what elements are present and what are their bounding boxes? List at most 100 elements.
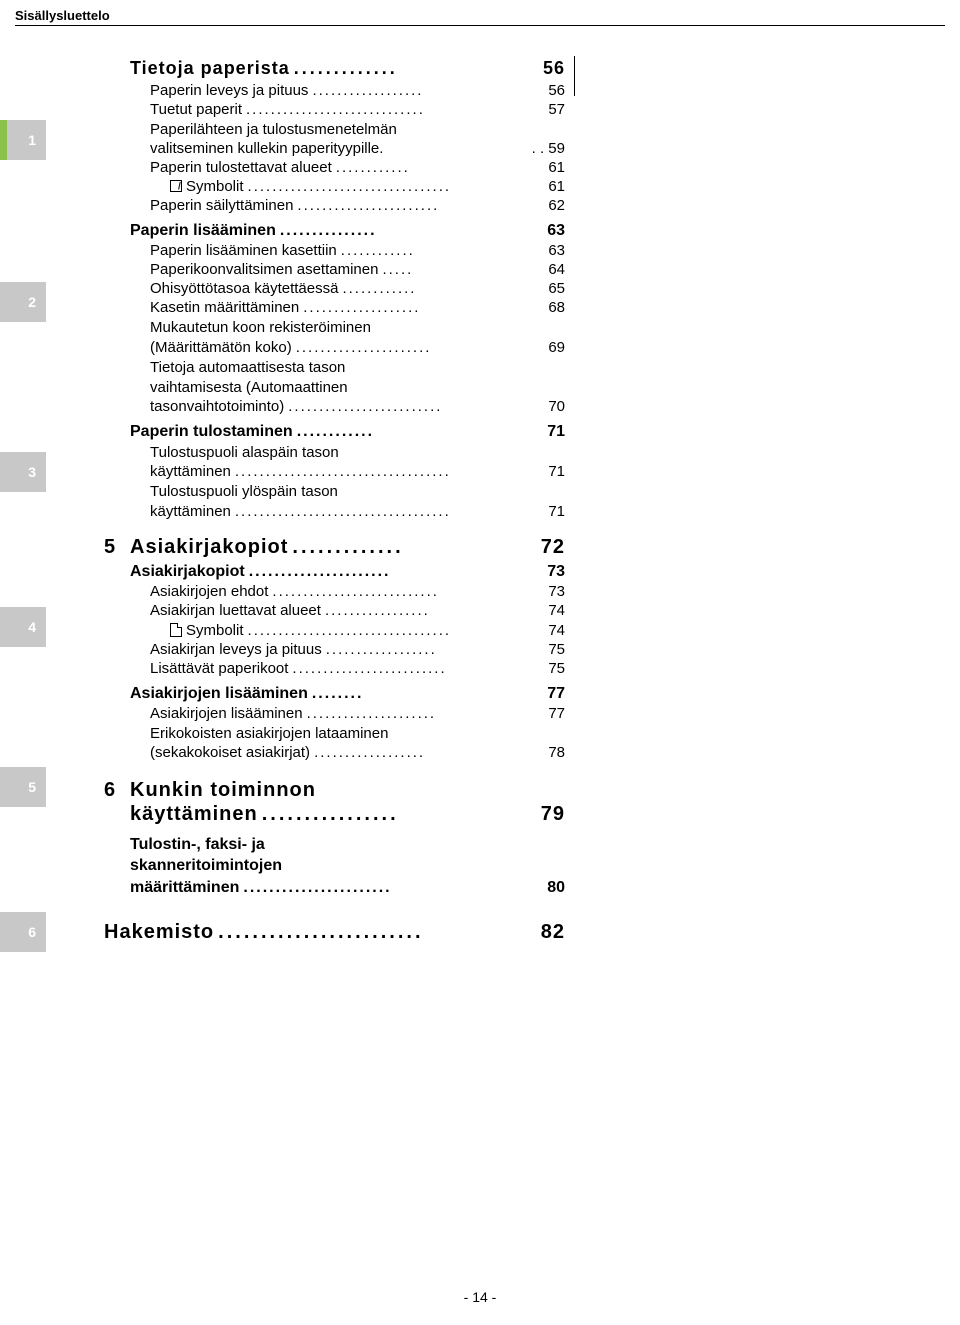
toc-item[interactable]: Paperin lisääminen kasettiin ...........… [130,242,565,259]
toc-label: Symbolit [170,621,244,639]
toc-item[interactable]: Tulostuspuoli ylöspäin tason käyttäminen… [130,482,565,519]
toc-page: 72 [541,536,565,559]
toc-item[interactable]: Ohisyöttötasoa käytettäessä ............… [130,280,565,297]
dots: ................................... [231,463,548,480]
toc-page: 75 [548,660,565,677]
toc-label: käyttäminen [130,803,258,826]
document-icon [170,623,182,637]
tab-2[interactable]: 2 [0,282,46,322]
toc-item[interactable]: Paperin säilyttäminen ..................… [130,197,565,214]
toc-item[interactable]: Kasetin määrittäminen ..................… [130,299,565,316]
toc-page: 65 [548,280,565,297]
dots: ................. [321,602,548,619]
dots: .................. [308,82,548,99]
toc-item[interactable]: Paperin tulostettavat alueet ...........… [130,159,565,176]
toc-label: Kasetin määrittäminen [150,299,299,316]
toc-label: Paperin säilyttäminen [150,197,293,214]
dots: ............................. [242,101,548,118]
toc-label: Paperin lisääminen [130,222,276,240]
toc-label: 5Asiakirjakopiot [130,536,288,559]
toc-label: Hakemisto [104,921,214,944]
toc-label: Paperin leveys ja pituus [150,82,308,99]
dots: ................ [258,803,541,826]
toc-page: 71 [548,503,565,520]
toc-label: Symbolit [170,178,244,195]
toc-page: 63 [548,242,565,259]
toc-label: 6Kunkin toiminnon [130,779,316,802]
tab-6[interactable]: 6 [0,912,46,952]
dots: ................................... [231,503,548,520]
tab-1[interactable]: 1 [0,120,46,160]
toc-section[interactable]: Asiakirjakopiot ...................... 7… [130,563,565,581]
toc-chapter[interactable]: käyttäminen ................ 79 [130,803,565,826]
toc-section[interactable]: Tietoja paperista ............. 56 [130,58,565,79]
toc-chapter[interactable]: 6Kunkin toiminnon [130,779,565,802]
toc-label: (sekakokoiset asiakirjat) [150,744,310,761]
dots: ............... [276,222,547,240]
page-header: Sisällysluettelo [15,8,945,26]
dots: ............ [337,242,549,259]
toc-page: 79 [541,803,565,826]
toc-page: 77 [548,705,565,722]
toc-label: Paperin tulostettavat alueet [150,159,332,176]
toc-item[interactable]: Paperilähteen ja tulostusmenetelmän vali… [130,120,565,157]
toc-item[interactable]: Mukautetun koon rekisteröiminen (Määritt… [130,318,565,355]
toc-page: 70 [548,398,565,415]
toc-section[interactable]: Paperin lisääminen ............... 63 [130,222,565,240]
dots: ..... [378,261,548,278]
toc-page: 71 [547,423,565,441]
toc-label: Ohisyöttötasoa käytettäessä [150,280,338,297]
toc-item[interactable]: Tuetut paperit .........................… [130,101,565,118]
toc-label: Tuetut paperit [150,101,242,118]
toc-label: Tulostuspuoli ylöspäin tason [150,482,565,502]
chapter-num: 6 [104,779,130,802]
toc-page: 63 [547,222,565,240]
tab-4[interactable]: 4 [0,607,46,647]
toc-page: 82 [541,921,565,944]
toc-label: Paperikoonvalitsimen asettaminen [150,261,378,278]
toc-section[interactable]: Asiakirjojen lisääminen ........ 77 [130,685,565,703]
toc-label: Paperin tulostaminen [130,423,293,441]
toc-item[interactable]: Tietoja automaattisesta tason vaihtamise… [130,358,565,416]
toc-item[interactable]: Asiakirjan luettavat alueet ............… [130,602,565,619]
toc-label: Lisättävät paperikoot [150,660,288,677]
dots: ............ [293,423,548,441]
toc-section[interactable]: Paperin tulostaminen ............ 71 [130,423,565,441]
toc-item[interactable]: Asiakirjojen ehdot .....................… [130,583,565,600]
toc-page: 71 [548,463,565,480]
toc-item[interactable]: Tulostuspuoli alaspäin tason käyttäminen… [130,443,565,480]
toc-label: vaihtamisesta (Automaattinen [150,378,565,398]
toc-page: 75 [548,641,565,658]
dots: ........................ [214,921,541,944]
toc-item[interactable]: Symbolit ...............................… [130,621,565,639]
toc-section[interactable]: Tulostin-, faksi- ja skanneritoimintojen… [130,834,565,899]
toc-item[interactable]: Erikokoisten asiakirjojen lataaminen (se… [130,724,565,761]
toc-item[interactable]: Asiakirjan leveys ja pituus ............… [130,641,565,658]
toc-label: käyttäminen [150,463,231,480]
toc-label: Tulostin-, faksi- ja [130,834,565,856]
tab-3[interactable]: 3 [0,452,46,492]
toc-page: 77 [547,685,565,703]
toc-item[interactable]: Paperin leveys ja pituus ...............… [130,82,565,99]
toc-label: käyttäminen [150,503,231,520]
toc-page: 57 [548,101,565,118]
toc-label: Mukautetun koon rekisteröiminen [150,318,565,338]
toc-item[interactable]: Symbolit ...............................… [130,178,565,195]
dots: ........ [308,685,547,703]
dots: ....................... [239,877,547,899]
toc-page: 61 [548,178,565,195]
toc-label: skanneritoimintojen [130,855,565,877]
toc-page: 56 [543,58,565,79]
toc-page: 80 [547,877,565,899]
toc-chapter[interactable]: 5Asiakirjakopiot ............. 72 [130,536,565,559]
tab-5[interactable]: 5 [0,767,46,807]
toc-item[interactable]: Asiakirjojen lisääminen ................… [130,705,565,722]
toc-label: Asiakirjojen lisääminen [150,705,303,722]
toc-label: Tietoja paperista [130,58,290,79]
toc-label: määrittäminen [130,877,239,899]
toc-item[interactable]: Paperikoonvalitsimen asettaminen ..... 6… [130,261,565,278]
toc-item[interactable]: Lisättävät paperikoot ..................… [130,660,565,677]
dots: ................... [299,299,548,316]
toc-chapter[interactable]: Hakemisto ........................ 82 [104,921,565,944]
dots: ...................... [292,339,549,356]
